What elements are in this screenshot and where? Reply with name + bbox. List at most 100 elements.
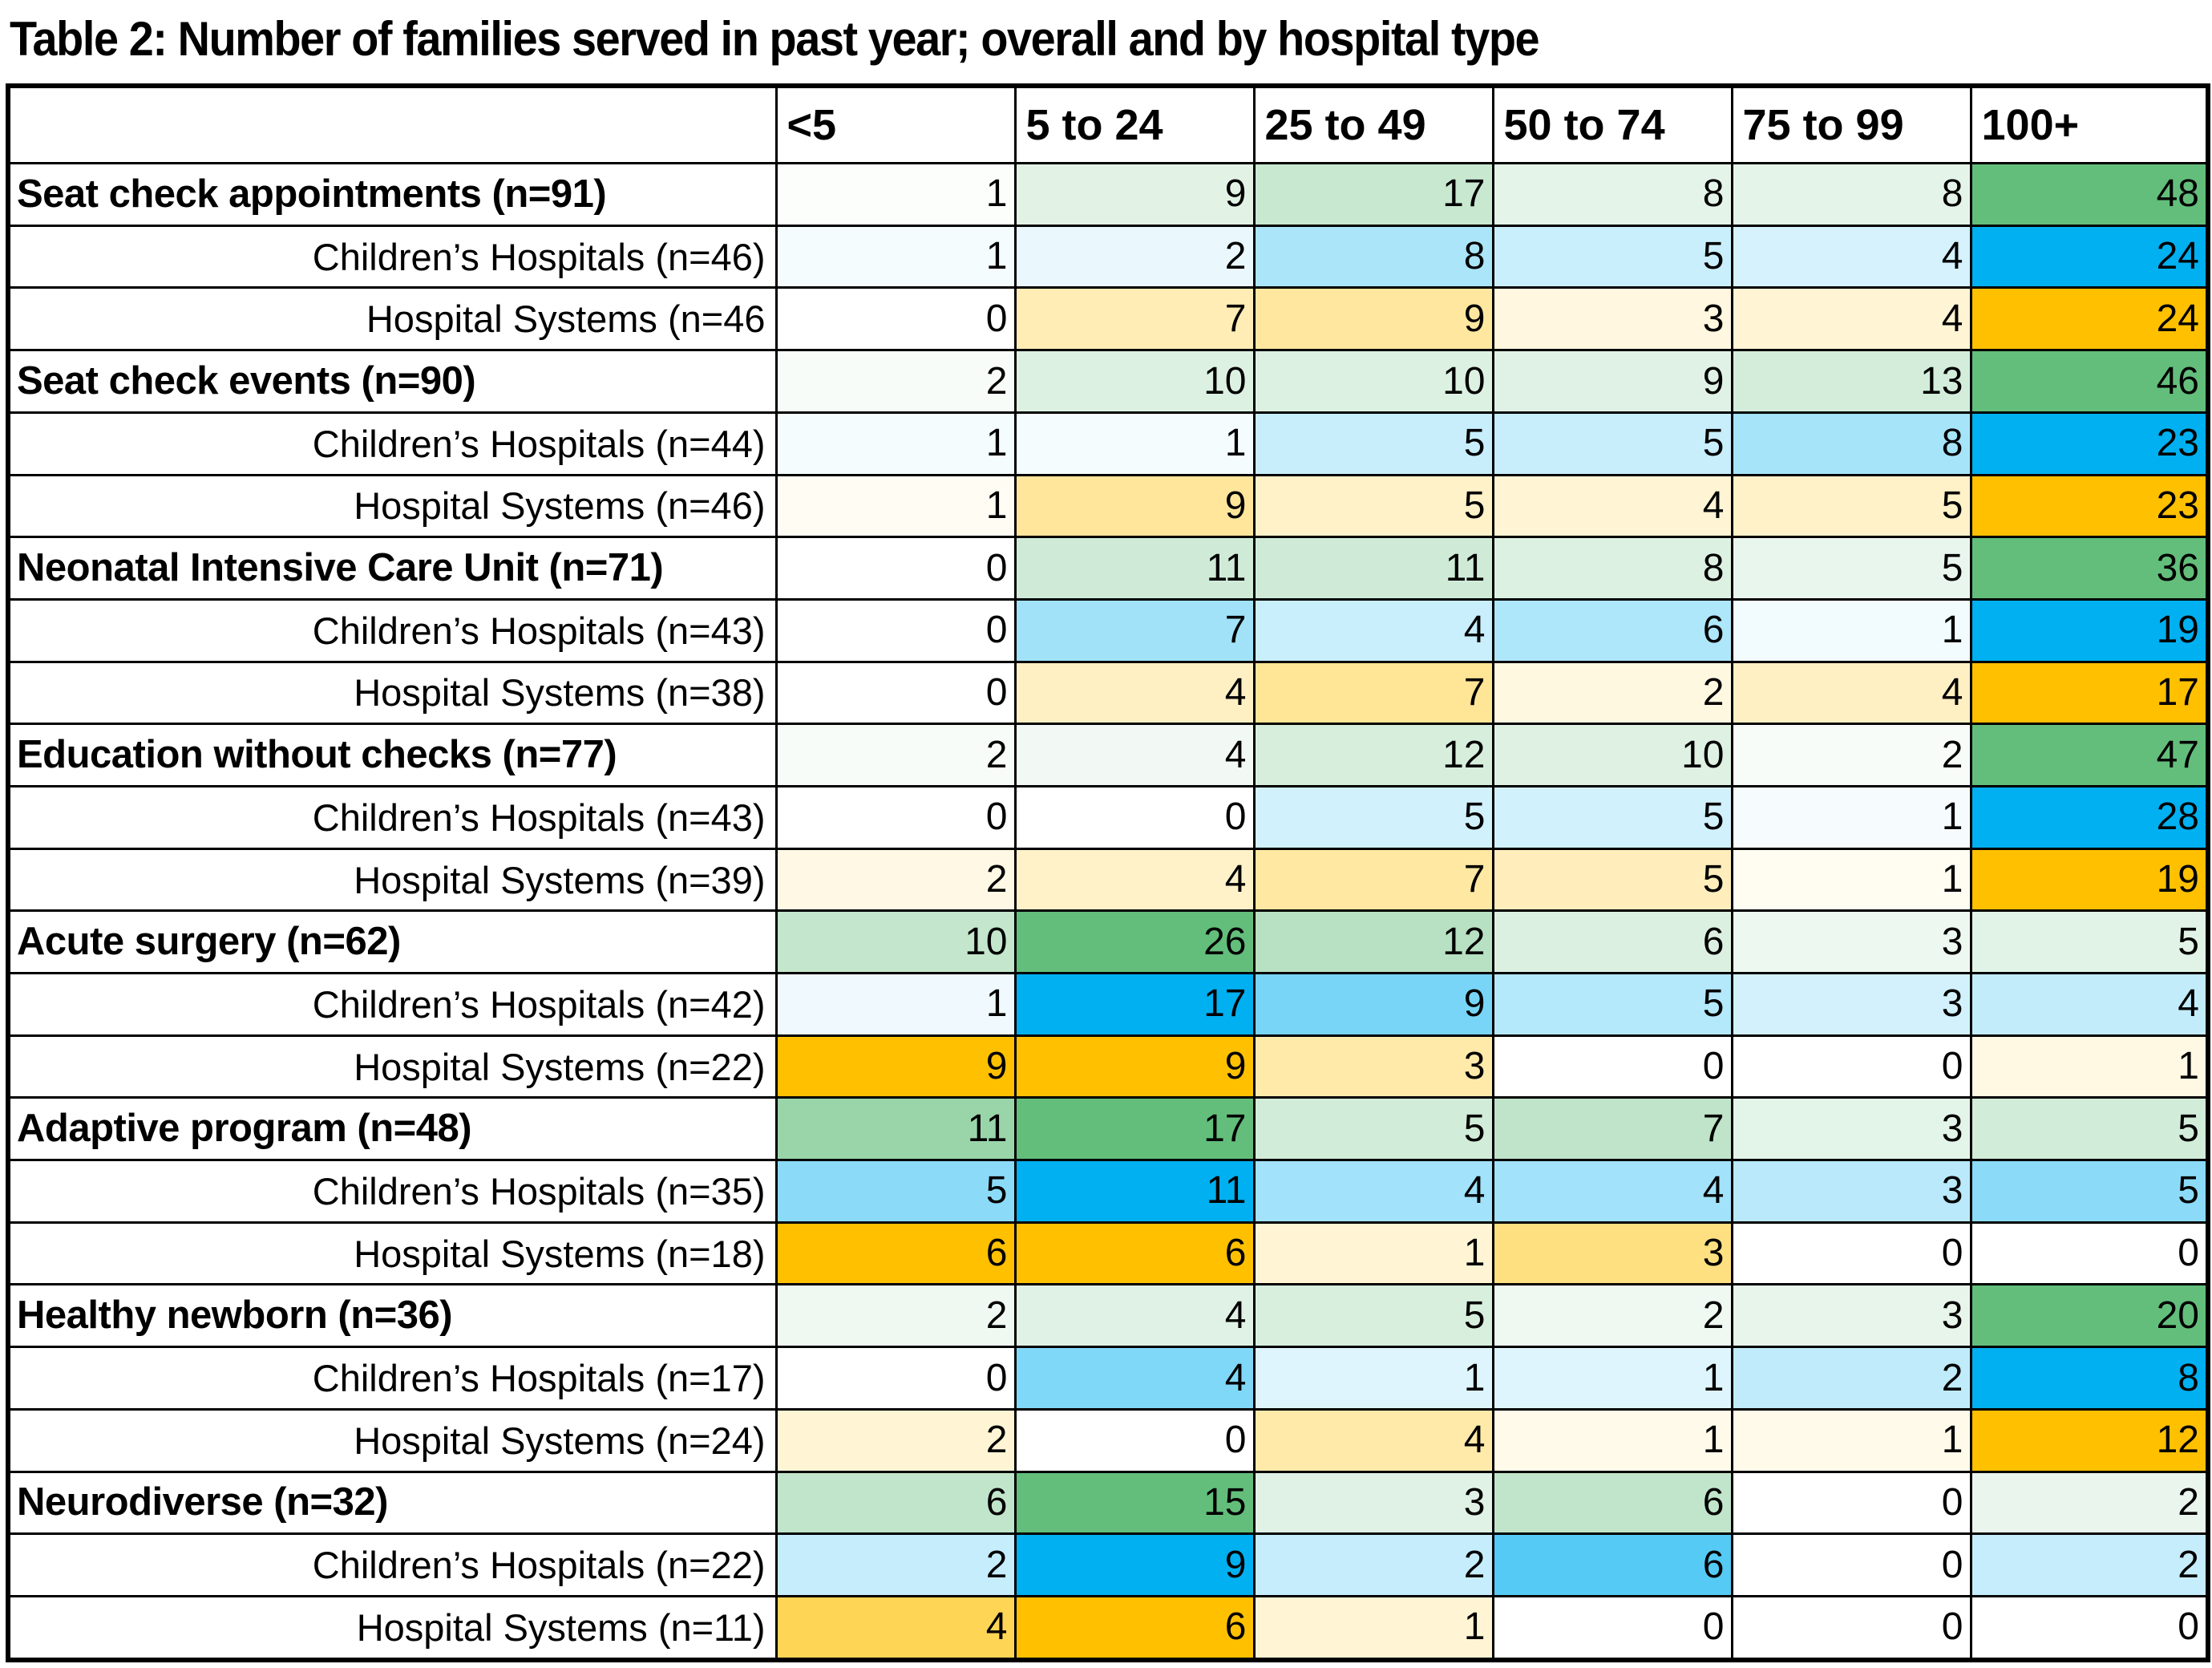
value-cell: 47 bbox=[1969, 723, 2210, 787]
value-cell: 4 bbox=[1491, 473, 1733, 539]
value-cell: 2 bbox=[774, 847, 1017, 913]
value-cell: 4 bbox=[1730, 286, 1972, 352]
row-label: Education without checks (n=77) bbox=[6, 723, 778, 787]
row-label: Hospital Systems (n=11) bbox=[6, 1594, 778, 1662]
value-cell: 3 bbox=[1491, 1221, 1733, 1286]
value-cell: 4 bbox=[1252, 597, 1494, 663]
table-row: Children’s Hospitals (n=43) 0 0 5 5 1 28 bbox=[6, 784, 2210, 850]
value-cell: 4 bbox=[1252, 1159, 1494, 1224]
value-cell: 1 bbox=[1491, 1407, 1733, 1473]
table-row: Children’s Hospitals (n=43) 0 7 4 6 1 19 bbox=[6, 597, 2210, 663]
row-label: Hospital Systems (n=22) bbox=[6, 1034, 778, 1099]
value-cell: 5 bbox=[1730, 473, 1972, 539]
value-cell: 5 bbox=[1252, 784, 1494, 850]
value-cell: 9 bbox=[1013, 162, 1256, 227]
value-cell: 10 bbox=[774, 909, 1017, 975]
value-cell: 0 bbox=[1730, 1034, 1972, 1099]
value-cell: 0 bbox=[1013, 1407, 1256, 1473]
value-cell: 5 bbox=[1491, 411, 1733, 476]
column-header: 50 to 74 bbox=[1491, 84, 1733, 165]
row-label: Seat check appointments (n=91) bbox=[6, 162, 778, 227]
value-cell: 10 bbox=[1252, 349, 1494, 414]
row-label: Hospital Systems (n=46) bbox=[6, 473, 778, 539]
value-cell: 3 bbox=[1730, 909, 1972, 975]
column-header: <5 bbox=[774, 84, 1017, 165]
value-cell: 1 bbox=[774, 162, 1017, 227]
value-cell: 4 bbox=[1013, 1346, 1256, 1411]
value-cell: 5 bbox=[1252, 411, 1494, 476]
column-header: 25 to 49 bbox=[1252, 84, 1494, 165]
value-cell: 5 bbox=[1252, 1096, 1494, 1162]
row-label: Children’s Hospitals (n=42) bbox=[6, 972, 778, 1037]
value-cell: 48 bbox=[1969, 162, 2210, 227]
value-cell: 24 bbox=[1969, 224, 2210, 289]
value-cell: 12 bbox=[1252, 909, 1494, 975]
value-cell: 5 bbox=[1491, 847, 1733, 913]
value-cell: 1 bbox=[1730, 597, 1972, 663]
value-cell: 2 bbox=[1491, 1283, 1733, 1349]
value-cell: 1 bbox=[774, 411, 1017, 476]
value-cell: 12 bbox=[1252, 723, 1494, 787]
value-cell: 0 bbox=[774, 597, 1017, 663]
value-cell: 4 bbox=[1491, 1159, 1733, 1224]
value-cell: 8 bbox=[1491, 536, 1733, 601]
table-row: Hospital Systems (n=22) 9 9 3 0 0 1 bbox=[6, 1034, 2210, 1099]
value-cell: 6 bbox=[1491, 909, 1733, 975]
value-cell: 5 bbox=[1491, 972, 1733, 1037]
value-cell: 2 bbox=[774, 723, 1017, 787]
value-cell: 11 bbox=[1013, 536, 1256, 601]
value-cell: 3 bbox=[1491, 286, 1733, 352]
row-label: Hospital Systems (n=38) bbox=[6, 660, 778, 726]
value-cell: 1 bbox=[1013, 411, 1256, 476]
value-cell: 0 bbox=[774, 286, 1017, 352]
table-row: Seat check events (n=90) 2 10 10 9 13 46 bbox=[6, 349, 2210, 414]
row-label: Neonatal Intensive Care Unit (n=71) bbox=[6, 536, 778, 601]
row-label: Children’s Hospitals (n=22) bbox=[6, 1532, 778, 1597]
value-cell: 8 bbox=[1730, 411, 1972, 476]
value-cell: 4 bbox=[1013, 660, 1256, 726]
value-cell: 1 bbox=[774, 224, 1017, 289]
value-cell: 1 bbox=[1252, 1221, 1494, 1286]
value-cell: 11 bbox=[1252, 536, 1494, 601]
value-cell: 12 bbox=[1969, 1407, 2210, 1473]
value-cell: 26 bbox=[1013, 909, 1256, 975]
value-cell: 5 bbox=[1491, 224, 1733, 289]
row-label: Children’s Hospitals (n=35) bbox=[6, 1159, 778, 1224]
table-row: Children’s Hospitals (n=46) 1 2 8 5 4 24 bbox=[6, 224, 2210, 289]
value-cell: 9 bbox=[1252, 972, 1494, 1037]
value-cell: 9 bbox=[774, 1034, 1017, 1099]
value-cell: 4 bbox=[1969, 972, 2210, 1037]
value-cell: 0 bbox=[1013, 784, 1256, 850]
value-cell: 1 bbox=[1730, 847, 1972, 913]
table-row: Hospital Systems (n=38) 0 4 7 2 4 17 bbox=[6, 660, 2210, 726]
table-row: Children’s Hospitals (n=35) 5 11 4 4 3 5 bbox=[6, 1159, 2210, 1224]
value-cell: 9 bbox=[1491, 349, 1733, 414]
value-cell: 6 bbox=[774, 1470, 1017, 1536]
value-cell: 17 bbox=[1013, 1096, 1256, 1162]
row-label: Hospital Systems (n=39) bbox=[6, 847, 778, 913]
value-cell: 2 bbox=[774, 349, 1017, 414]
value-cell: 1 bbox=[1969, 1034, 2210, 1099]
value-cell: 3 bbox=[1252, 1034, 1494, 1099]
table-row: Hospital Systems (n=39) 2 4 7 5 1 19 bbox=[6, 847, 2210, 913]
table-row: Children’s Hospitals (n=44) 1 1 5 5 8 23 bbox=[6, 411, 2210, 476]
value-cell: 4 bbox=[774, 1594, 1017, 1662]
value-cell: 11 bbox=[774, 1096, 1017, 1162]
table-row: Adaptive program (n=48) 11 17 5 7 3 5 bbox=[6, 1096, 2210, 1162]
row-label: Hospital Systems (n=24) bbox=[6, 1407, 778, 1473]
value-cell: 0 bbox=[1969, 1221, 2210, 1286]
value-cell: 17 bbox=[1013, 972, 1256, 1037]
value-cell: 9 bbox=[1013, 1532, 1256, 1597]
value-cell: 17 bbox=[1969, 660, 2210, 726]
table-row: Acute surgery (n=62) 10 26 12 6 3 5 bbox=[6, 909, 2210, 975]
row-label: Children’s Hospitals (n=46) bbox=[6, 224, 778, 289]
value-cell: 6 bbox=[1013, 1221, 1256, 1286]
value-cell: 5 bbox=[1730, 536, 1972, 601]
value-cell: 8 bbox=[1491, 162, 1733, 227]
row-label: Acute surgery (n=62) bbox=[6, 909, 778, 975]
value-cell: 7 bbox=[1013, 286, 1256, 352]
row-label: Children’s Hospitals (n=44) bbox=[6, 411, 778, 476]
value-cell: 2 bbox=[1969, 1470, 2210, 1536]
value-cell: 2 bbox=[774, 1532, 1017, 1597]
column-header: 5 to 24 bbox=[1013, 84, 1256, 165]
